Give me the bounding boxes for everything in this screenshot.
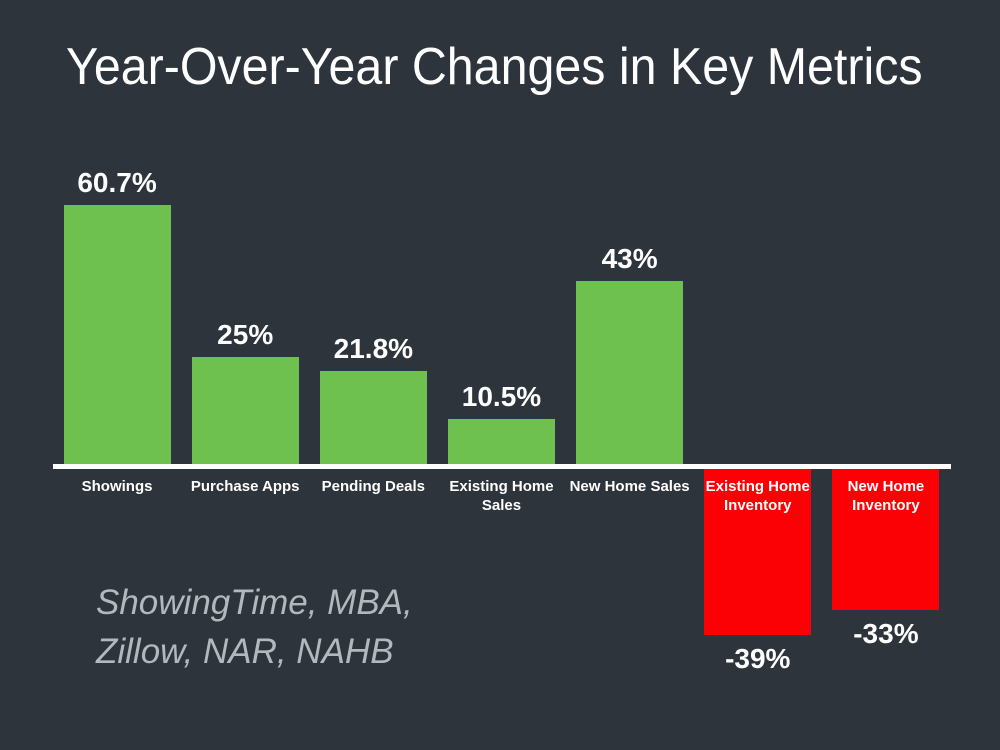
value-label-pending-deals: 21.8% xyxy=(333,332,414,364)
category-label-existing-home-sales: Existing Home Sales xyxy=(449,478,554,514)
x-axis-line xyxy=(53,464,951,469)
category-label-pending-deals: Pending Deals xyxy=(321,478,426,495)
category-label-showings: Showings xyxy=(81,478,153,495)
bar-new-home-sales xyxy=(576,280,684,464)
value-label-existing-home-sales: 10.5% xyxy=(461,381,542,413)
bar-existing-home-sales xyxy=(447,419,555,464)
bar-existing-home-inventory xyxy=(704,469,812,636)
bar-pending-deals xyxy=(319,370,427,464)
source-note-line-2: Zillow, NAR, NAHB xyxy=(96,632,394,671)
value-label-new-home-sales: 43% xyxy=(601,242,658,274)
bar-purchase-apps xyxy=(191,357,299,464)
value-label-purchase-apps: 25% xyxy=(217,319,274,351)
category-label-purchase-apps: Purchase Apps xyxy=(190,478,300,495)
value-label-showings: 60.7% xyxy=(77,167,157,198)
category-label-new-home-inventory: New Home Inventory xyxy=(847,478,925,514)
bar-new-home-inventory xyxy=(832,469,940,610)
category-label-new-home-sales: New Home Sales xyxy=(569,478,690,495)
category-label-existing-home-inventory: Existing Home Inventory xyxy=(705,478,810,514)
bar-showings xyxy=(63,204,171,464)
value-label-existing-home-inventory: -39% xyxy=(725,643,791,675)
chart-title: Year-Over-Year Changes in Key Metrics xyxy=(66,38,923,96)
value-label-new-home-inventory: -33% xyxy=(853,617,919,649)
source-note: ShowingTime, MBA, Zillow, NAR, NAHB xyxy=(96,578,413,676)
source-note-line-1: ShowingTime, MBA, xyxy=(96,583,413,622)
